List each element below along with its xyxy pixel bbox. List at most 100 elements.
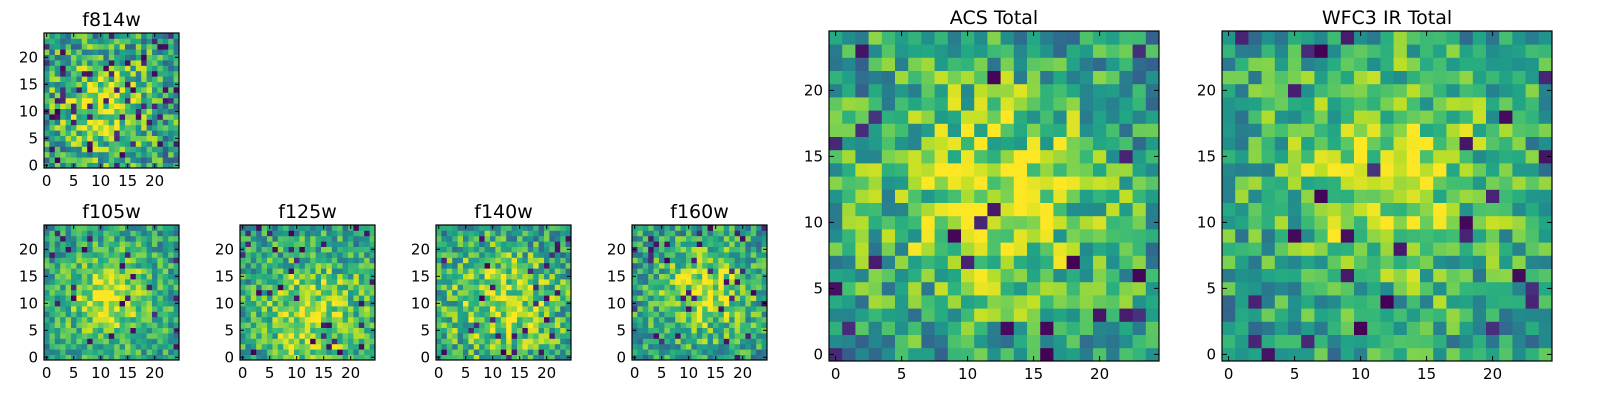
heatmap-cell — [495, 311, 502, 318]
heatmap-cell — [119, 33, 126, 39]
heatmap-cell — [108, 311, 115, 318]
heatmap-cell — [168, 262, 174, 269]
heatmap-cell — [81, 119, 88, 126]
heatmap-cell — [1499, 136, 1513, 151]
heatmap-cell — [1367, 176, 1381, 190]
heatmap-cell — [855, 202, 869, 217]
heatmap-cell — [146, 268, 153, 274]
y-tick-label: 15 — [1197, 147, 1216, 165]
heatmap-cell — [81, 76, 88, 82]
heatmap-cell — [1053, 334, 1067, 349]
heatmap-cell — [696, 268, 703, 274]
heatmap-cell — [135, 273, 142, 280]
heatmap-cell — [675, 230, 681, 237]
heatmap-cell — [1354, 347, 1368, 362]
heatmap-cell — [240, 306, 246, 312]
heatmap-cell — [141, 65, 147, 72]
heatmap-cell — [664, 343, 671, 350]
heatmap-cell — [1499, 255, 1513, 269]
heatmap-cell — [342, 279, 349, 285]
heatmap-cell — [364, 273, 370, 280]
heatmap-cell — [81, 268, 88, 274]
heatmap-cell — [1235, 44, 1249, 58]
heatmap-cell — [881, 57, 896, 71]
heatmap-cell — [490, 333, 496, 339]
heatmap-cell — [855, 110, 869, 124]
heatmap-cell — [745, 349, 752, 355]
heatmap-cell — [1040, 57, 1054, 71]
heatmap-cell — [1354, 189, 1368, 203]
heatmap-cell — [135, 257, 142, 264]
heatmap-cell — [761, 338, 768, 345]
heatmap-cell — [92, 246, 99, 253]
heatmap-cell — [81, 246, 88, 253]
heatmap-cell — [457, 322, 464, 328]
heatmap-cell — [664, 300, 671, 307]
heatmap-cell — [511, 327, 518, 334]
heatmap-cell — [98, 65, 104, 72]
heatmap-cell — [304, 257, 311, 264]
heatmap-cell — [554, 252, 561, 258]
heatmap-cell — [240, 316, 246, 323]
heatmap-cell — [1301, 242, 1315, 256]
heatmap-cell — [103, 65, 110, 72]
heatmap-cell — [267, 289, 273, 296]
heatmap-cell — [114, 54, 120, 61]
heatmap-cell — [130, 97, 137, 104]
heatmap-cell — [506, 333, 512, 339]
heatmap-cell — [560, 354, 566, 361]
heatmap-cell — [1499, 163, 1513, 177]
heatmap-cell — [92, 65, 99, 72]
heatmap-cell — [331, 349, 338, 355]
heatmap-cell — [162, 268, 169, 274]
heatmap-cell — [98, 54, 104, 61]
heatmap-cell — [1079, 189, 1094, 203]
y-tick-label: 0 — [28, 156, 38, 174]
heatmap-cell — [44, 262, 50, 269]
heatmap-cell — [71, 322, 77, 328]
heatmap-cell — [702, 262, 708, 269]
heatmap-cell — [267, 252, 273, 258]
heatmap-cell — [1354, 136, 1368, 151]
heatmap-cell — [1053, 281, 1067, 296]
heatmap-cell — [734, 235, 741, 242]
heatmap-cell — [92, 92, 99, 99]
heatmap-cell — [256, 225, 262, 231]
heatmap-cell — [65, 338, 72, 345]
heatmap-cell — [49, 108, 56, 115]
heatmap-cell — [881, 44, 896, 58]
heatmap-cell — [130, 49, 137, 55]
heatmap-cell — [1472, 321, 1487, 335]
heatmap-cell — [729, 225, 735, 231]
heatmap-cell — [974, 44, 988, 58]
heatmap-cell — [554, 338, 561, 345]
heatmap-cell — [272, 300, 279, 307]
heatmap-cell — [713, 316, 719, 323]
heatmap-cell — [632, 241, 638, 247]
heatmap-cell — [707, 257, 714, 264]
heatmap-cell — [506, 295, 512, 301]
heatmap-cell — [168, 103, 174, 109]
heatmap-cell — [81, 162, 88, 169]
heatmap-cell — [1446, 202, 1460, 217]
x-tick-label: 5 — [461, 364, 471, 382]
heatmap-cell — [299, 316, 306, 323]
heatmap-cell — [648, 225, 654, 231]
heatmap-cell — [565, 322, 572, 328]
heatmap-cell — [517, 295, 523, 301]
heatmap-cell — [250, 284, 257, 291]
heatmap-cell — [675, 262, 681, 269]
heatmap-cell — [696, 252, 703, 258]
x-tick-label: 20 — [145, 364, 164, 382]
heatmap-cell — [554, 316, 561, 323]
heatmap-cell — [65, 97, 72, 104]
heatmap-cell — [675, 333, 681, 339]
heatmap-cell — [1433, 281, 1447, 296]
heatmap-cell — [168, 246, 174, 253]
heatmap-cell — [648, 257, 654, 264]
heatmap-cell — [1354, 215, 1368, 230]
heatmap-cell — [1040, 149, 1054, 164]
heatmap-cell — [1119, 57, 1133, 71]
heatmap-cell — [934, 31, 949, 45]
heatmap-cell — [125, 103, 131, 109]
